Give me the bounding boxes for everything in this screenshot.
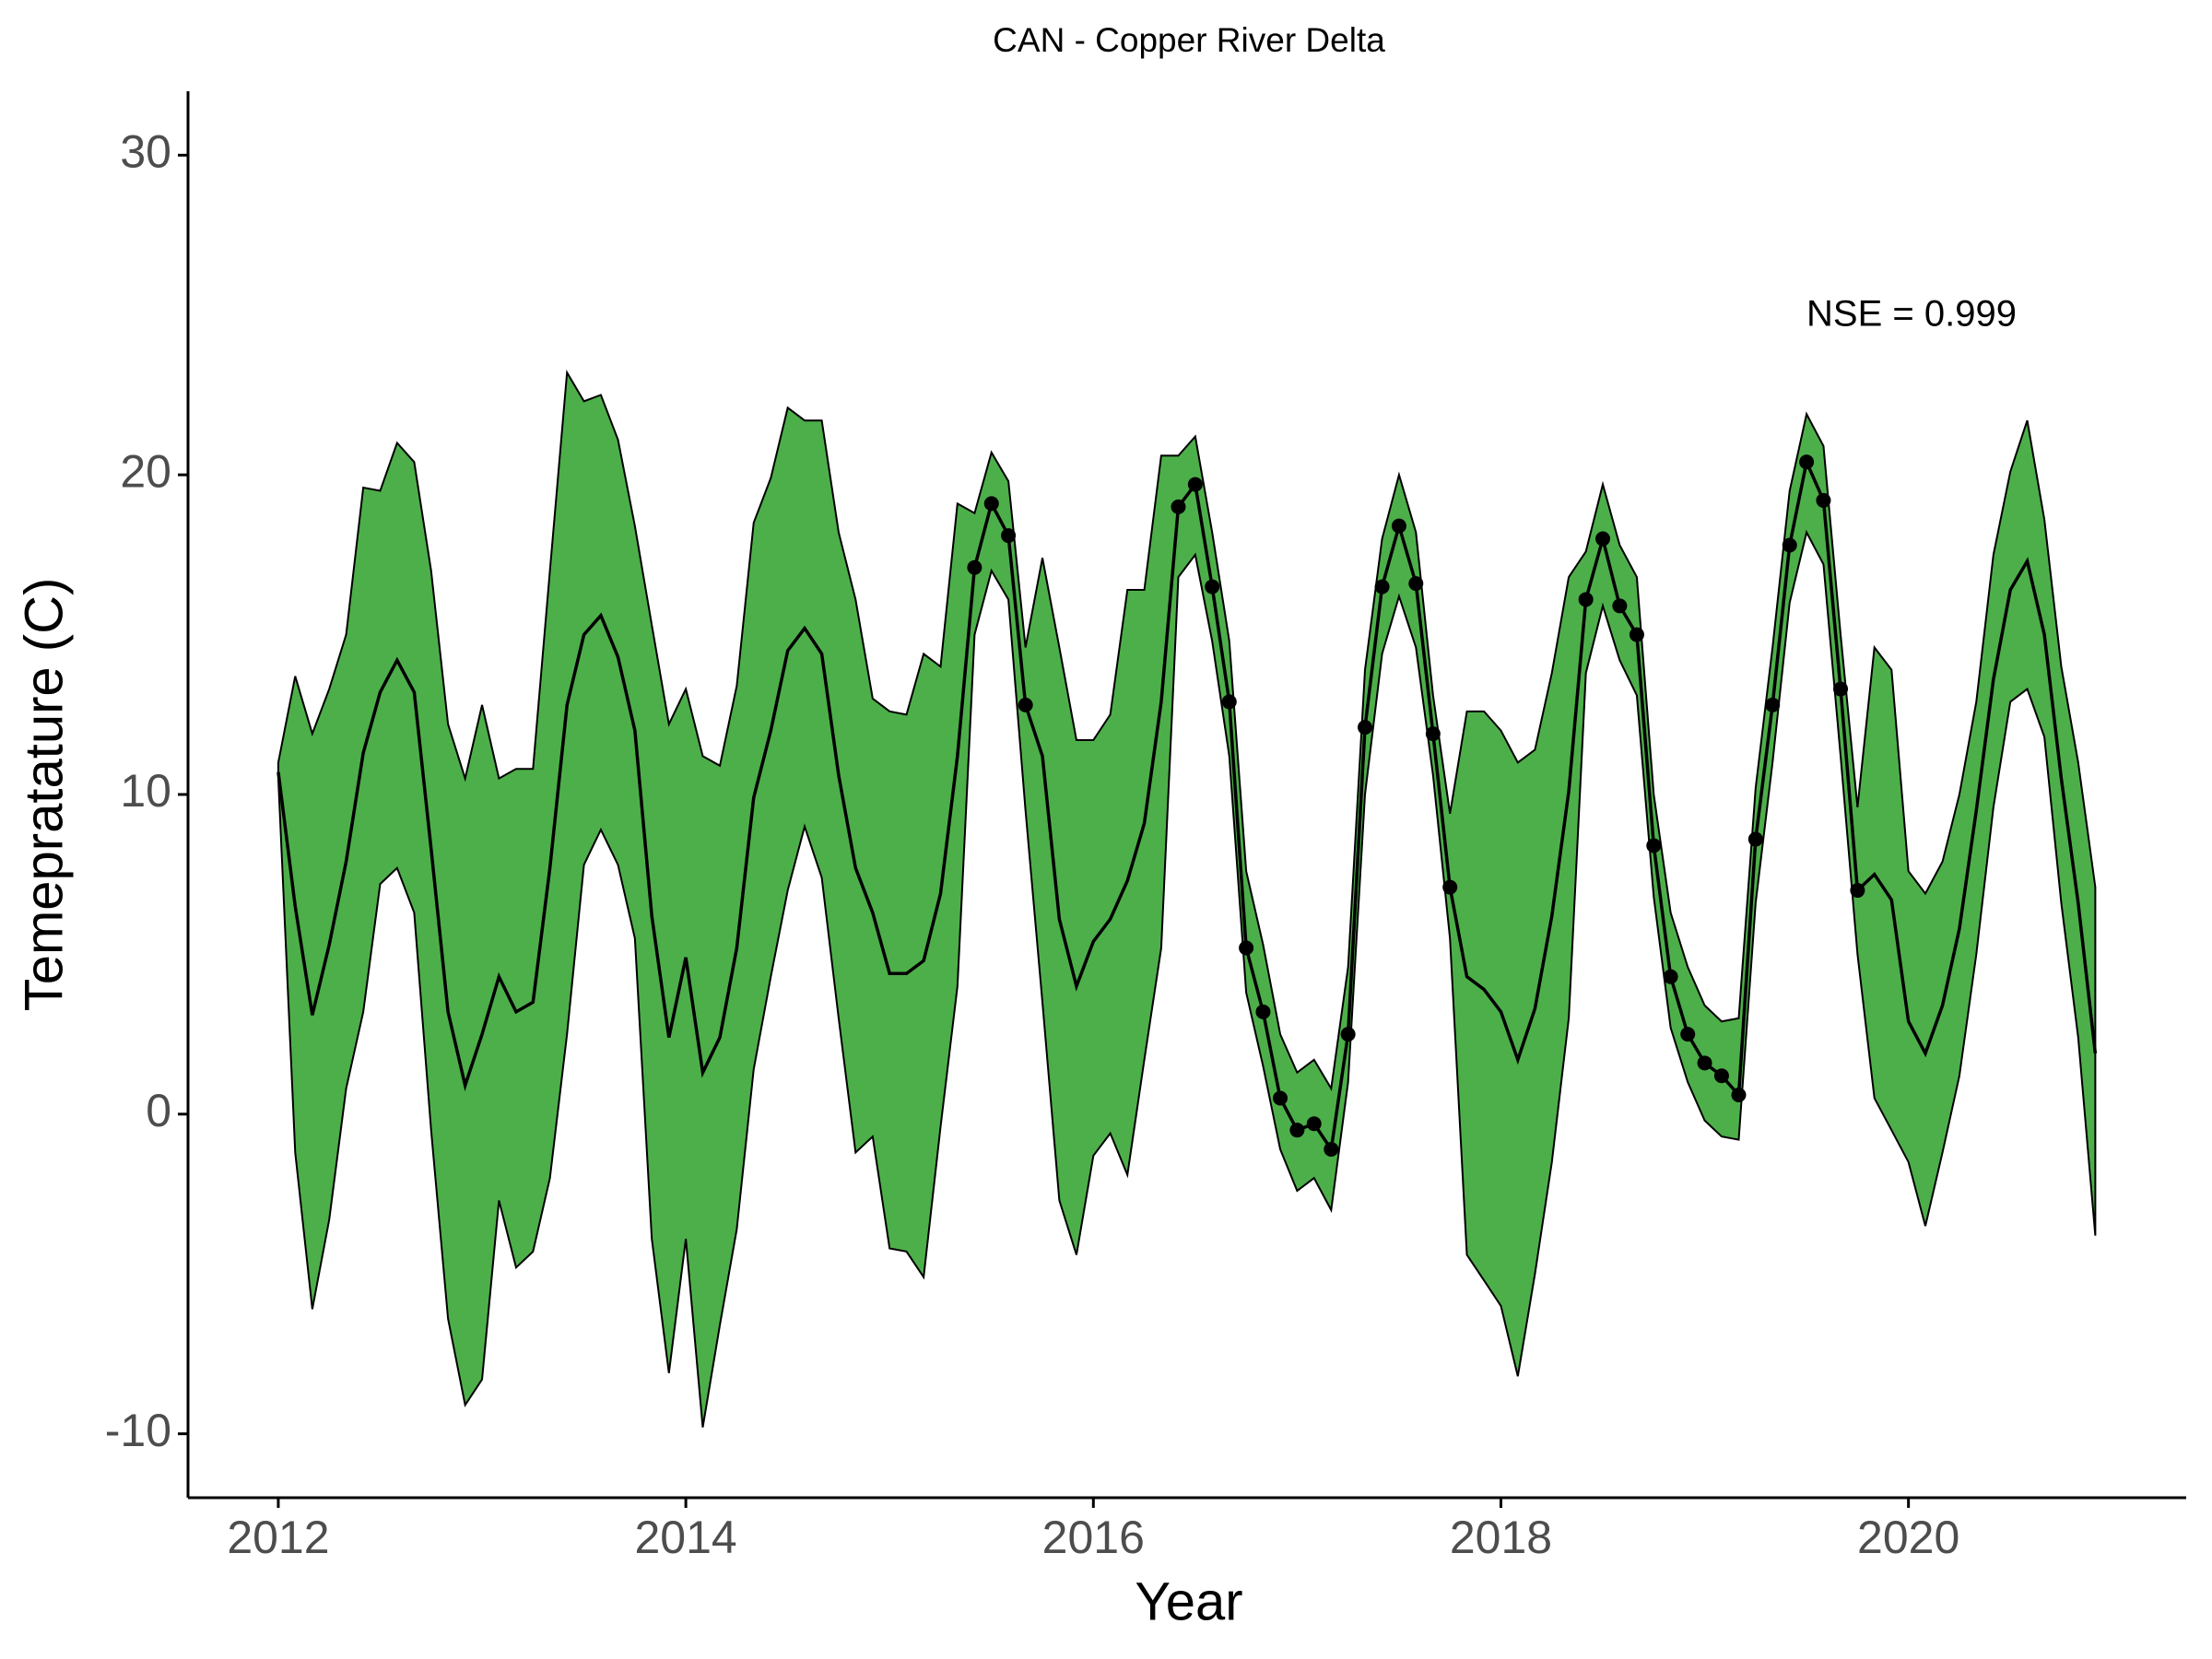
observed-point xyxy=(1646,838,1662,853)
observed-point xyxy=(967,559,982,575)
band xyxy=(276,369,2097,1428)
observed-point xyxy=(1187,477,1203,492)
observed-point xyxy=(1833,681,1849,697)
observed-point xyxy=(1747,831,1763,847)
observed-point xyxy=(1171,499,1186,514)
observed-point xyxy=(1255,1004,1271,1019)
y-tick-label: 10 xyxy=(120,765,171,817)
observed-point xyxy=(1629,627,1644,642)
x-tick-label: 2014 xyxy=(635,1512,737,1563)
observed-point xyxy=(1205,579,1220,594)
y-tick-label: 30 xyxy=(120,126,171,178)
observed-point xyxy=(1713,1068,1729,1084)
observed-point xyxy=(1289,1123,1305,1138)
observed-point xyxy=(1273,1090,1288,1106)
observed-point xyxy=(1425,726,1441,742)
observed-point xyxy=(1816,492,1831,508)
observed-point xyxy=(1595,531,1611,547)
observed-point xyxy=(1239,940,1254,956)
observed-point xyxy=(1018,697,1033,712)
observed-point xyxy=(1782,537,1797,553)
mean-line xyxy=(276,456,2098,1154)
x-tick-label: 2012 xyxy=(227,1512,329,1563)
y-tick-label: -10 xyxy=(105,1405,171,1456)
observed-point xyxy=(1324,1141,1339,1157)
observed-point xyxy=(1850,883,1865,899)
y-tick-label: 20 xyxy=(120,445,171,497)
observed-point xyxy=(1374,579,1390,594)
x-tick-label: 2016 xyxy=(1042,1512,1145,1563)
observed-point xyxy=(1408,576,1424,592)
observed-point xyxy=(1578,592,1594,607)
x-axis-title: Year xyxy=(1135,1571,1242,1631)
observed-point xyxy=(1306,1116,1322,1132)
observed-point xyxy=(1340,1027,1356,1042)
observed-point xyxy=(1001,528,1017,544)
observed-point xyxy=(1697,1055,1712,1071)
observed-point xyxy=(983,496,999,512)
x-tick-label: 2020 xyxy=(1857,1512,1959,1563)
chart-title: CAN - Copper River Delta xyxy=(993,21,1385,59)
observed-point xyxy=(1612,598,1628,614)
observed-point xyxy=(1731,1088,1747,1103)
observed-point xyxy=(1799,454,1815,470)
x-tick-label: 2018 xyxy=(1450,1512,1552,1563)
observed-point xyxy=(1391,518,1406,534)
y-axis-title: Temepratature (C) xyxy=(14,578,74,1012)
y-tick-label: 0 xyxy=(146,1085,171,1136)
observed-point xyxy=(1442,879,1458,895)
observed-point xyxy=(1680,1027,1696,1042)
observed-point xyxy=(1221,694,1237,710)
observed-point xyxy=(1663,969,1678,984)
annotation: NSE = 0.999 xyxy=(1806,294,2017,335)
observed-point xyxy=(1358,720,1373,735)
observed-point xyxy=(1765,697,1781,712)
